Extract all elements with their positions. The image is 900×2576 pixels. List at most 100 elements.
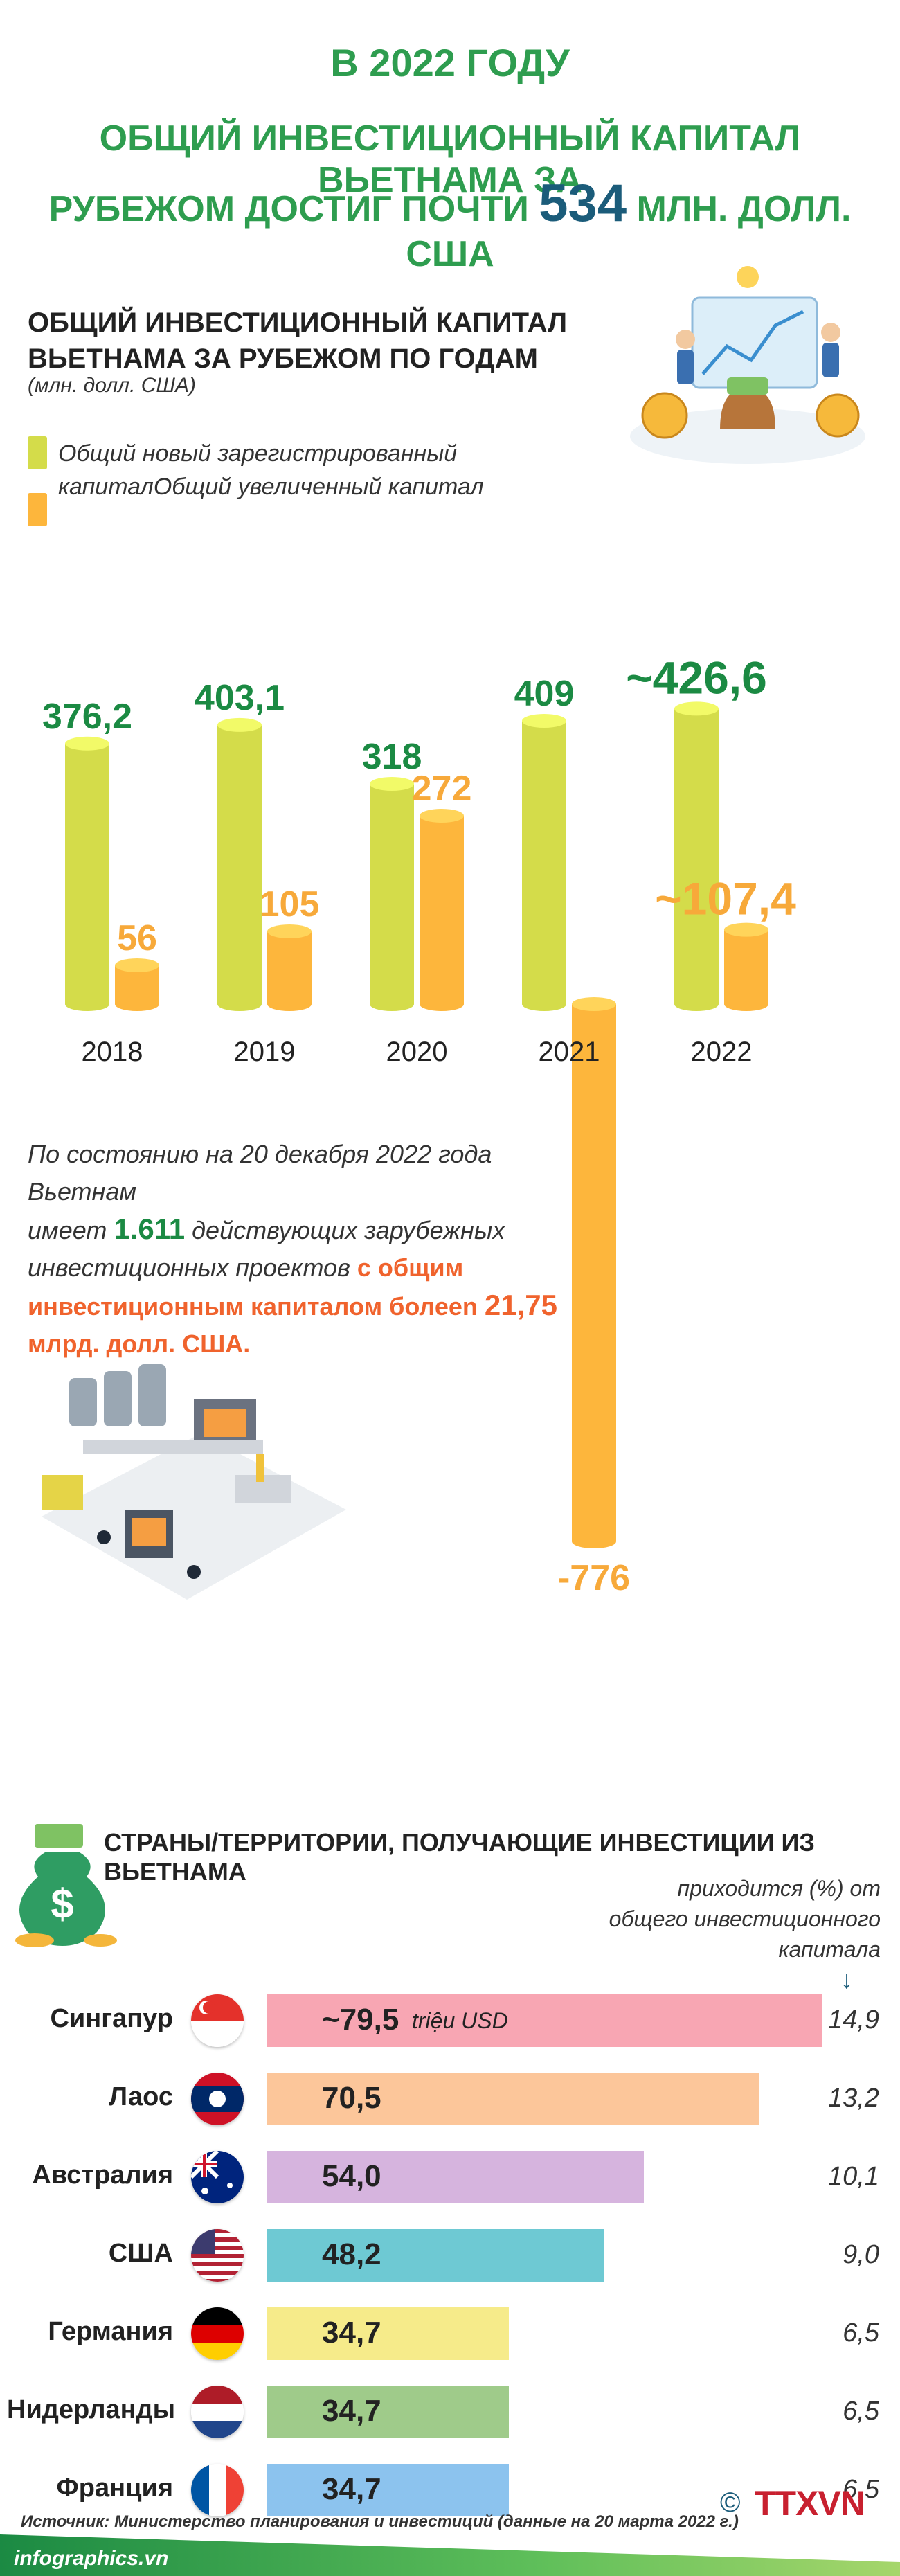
bar-new-2020 xyxy=(370,777,414,1011)
share-header-line2: общего инвестиционного xyxy=(609,1906,881,1931)
laos-flag-icon xyxy=(191,2073,244,2125)
bar-label-increase-2019: 105 xyxy=(260,884,320,924)
note-amount: 21,75 xyxy=(484,1289,557,1321)
germany-flag-icon xyxy=(191,2307,244,2360)
country-value: 70,5 xyxy=(322,2081,381,2115)
country-value: 34,7 xyxy=(322,2472,381,2506)
bar-increase-2022 xyxy=(724,922,768,1011)
title-pre: РУБЕЖОМ ДОСТИГ ПОЧТИ xyxy=(48,189,529,229)
note-text-6: инвестиционным капиталом болееn xyxy=(28,1292,478,1321)
bar-label-increase-2022: ~107,4 xyxy=(655,873,796,924)
country-value: 34,7 xyxy=(322,2394,381,2428)
share-header: приходится (%) от общего инвестиционного… xyxy=(562,1873,881,1995)
bar-new-2022 xyxy=(674,701,719,1011)
country-bar xyxy=(267,2229,604,2282)
bar-label-new-2022: ~426,6 xyxy=(626,652,767,703)
yearly-investment-chart: 376,2 403,1 318 409 ~426,6 56 105 272 -776 ~107,4… xyxy=(42,652,796,1598)
svg-text:$: $ xyxy=(51,1881,73,1927)
note-text-5: с общим xyxy=(357,1253,464,1282)
bar-new-2019 xyxy=(217,717,262,1011)
site-link[interactable]: infographics.vn xyxy=(14,2547,169,2570)
note-text-7: млрд. долл. США. xyxy=(28,1330,251,1358)
country-share: 10,1 xyxy=(828,2162,879,2191)
country-share: 6,5 xyxy=(843,2475,879,2504)
ttxvn-logo-sub: Vietnam News Agency xyxy=(762,2521,858,2532)
country-share: 9,0 xyxy=(843,2240,879,2269)
bar-label-new-2020: 318 xyxy=(362,737,422,777)
bar-label-increase-2018: 56 xyxy=(117,918,157,958)
country-bar xyxy=(267,2464,510,2516)
arrow-down-icon: ↓ xyxy=(840,1965,853,1994)
year-label-2020: 2020 xyxy=(386,1037,448,1067)
country-bar xyxy=(267,1994,822,2047)
yearly-chart-title-line1: ОБЩИЙ ИНВЕСТИЦИОННЫЙ КАПИТАЛ xyxy=(28,307,568,338)
source-note: Источник: Министерство планирования и ин… xyxy=(21,2512,739,2531)
title-number: 534 xyxy=(539,174,627,233)
note-text-1: По состоянию на 20 декабря 2022 года Вье… xyxy=(28,1140,492,1206)
bar-label-new-2021: 409 xyxy=(514,674,575,714)
year-label-2019: 2019 xyxy=(234,1037,296,1067)
country-bar xyxy=(267,2073,760,2125)
factory-illustration-icon xyxy=(42,1364,346,1600)
bar-new-2018 xyxy=(65,736,109,1011)
australia-flag-icon xyxy=(191,2151,244,2203)
main-title-line3: РУБЕЖОМ ДОСТИГ ПОЧТИ 534 МЛН. ДОЛЛ. США xyxy=(0,173,900,275)
country-bar xyxy=(267,2307,510,2360)
country-value: 54,0 xyxy=(322,2159,381,2193)
note-text-3: действующих зарубежных xyxy=(192,1216,505,1244)
legend-label-new: Общий новый зарегистрированный xyxy=(58,440,458,467)
country-share: 13,2 xyxy=(828,2084,879,2113)
note-project-count: 1.611 xyxy=(114,1213,186,1245)
bar-label-new-2018: 376,2 xyxy=(42,697,132,737)
country-share: 6,5 xyxy=(843,2318,879,2347)
legend-swatch-new xyxy=(28,436,47,469)
yearly-chart-title-line2: ВЬЕТНАМА ЗА РУБЕЖОМ ПО ГОДАМ xyxy=(28,343,538,374)
country-label: Нидерланды xyxy=(7,2395,176,2424)
money-bag-icon: $ xyxy=(15,1824,117,1947)
legend-label-increase: капиталОбщий увеличенный капитал xyxy=(58,474,484,500)
investment-illustration-icon xyxy=(630,266,865,464)
country-value: 48,2 xyxy=(322,2237,381,2271)
country-label: Лаос xyxy=(109,2082,173,2111)
projects-note: По состоянию на 20 декабря 2022 года Вье… xyxy=(28,1136,595,1363)
bar-label-new-2019: 403,1 xyxy=(195,678,285,718)
ttxvn-logo: TTXVN xyxy=(755,2484,865,2523)
country-label: Сингапур xyxy=(50,2004,173,2033)
bar-label-increase-2021: -776 xyxy=(558,1558,630,1598)
country-label: США xyxy=(108,2239,173,2268)
legend-swatch-increase xyxy=(28,493,47,526)
country-bar xyxy=(267,2151,645,2203)
bar-increase-2020 xyxy=(420,809,464,1011)
note-text-2: имеет xyxy=(28,1216,107,1244)
countries-chart-title: СТРАНЫ/ТЕРРИТОРИИ, ПОЛУЧАЮЩИЕ ИНВЕСТИЦИИ… xyxy=(104,1828,815,1886)
note-text-4: инвестиционных проектов xyxy=(28,1253,350,1282)
yearly-chart-unit: (млн. долл. США) xyxy=(28,374,197,397)
yearly-chart-title: ОБЩИЙ ИНВЕСТИЦИОННЫЙ КАПИТАЛ ВЬЕТНАМА ЗА… xyxy=(28,305,567,377)
usa-flag-icon xyxy=(191,2229,244,2282)
bar-label-increase-2020: 272 xyxy=(412,769,472,809)
country-share: 6,5 xyxy=(843,2397,879,2426)
bar-new-2021 xyxy=(522,714,566,1011)
share-header-line1: приходится (%) от xyxy=(677,1876,881,1901)
france-flag-icon xyxy=(191,2464,244,2516)
bar-increase-2018 xyxy=(115,958,159,1011)
main-title-line2: ОБЩИЙ ИНВЕСТИЦИОННЫЙ КАПИТАЛ ВЬЕТНАМА ЗА xyxy=(99,118,801,200)
copyright-icon: © xyxy=(720,2487,741,2518)
country-bar xyxy=(267,2386,510,2438)
bar-increase-2021 xyxy=(572,997,616,1548)
country-label: Австралия xyxy=(32,2161,173,2190)
footer-bar xyxy=(0,2534,900,2576)
title-post: МЛН. ДОЛЛ. США xyxy=(406,189,852,274)
country-share: 14,9 xyxy=(828,2005,879,2034)
main-title-line1: В 2022 ГОДУ xyxy=(330,41,570,84)
netherlands-flag-icon xyxy=(191,2386,244,2438)
year-label-2022: 2022 xyxy=(691,1037,753,1067)
bar-increase-2019 xyxy=(267,924,312,1011)
singapore-flag-icon xyxy=(191,1994,244,2047)
country-label: Германия xyxy=(48,2317,173,2346)
country-label: Франция xyxy=(56,2474,173,2503)
country-value: ~79,5 xyxy=(322,2003,399,2037)
country-value: 34,7 xyxy=(322,2316,381,2350)
unit-label: triệu USD xyxy=(412,2008,508,2033)
share-header-line3: капитала xyxy=(778,1937,881,1962)
